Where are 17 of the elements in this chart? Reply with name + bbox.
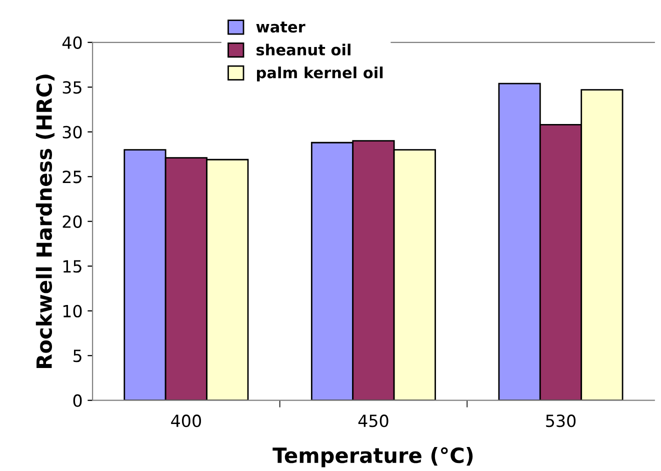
y-tick-label: 40	[62, 36, 82, 49]
y-tick-label: 20	[62, 215, 82, 228]
x-tick-label: 530	[546, 414, 576, 428]
x-axis-title: Temperature (°C)	[272, 447, 473, 468]
y-tick-label: 0	[73, 394, 82, 407]
x-tick-label: 400	[171, 414, 201, 428]
y-tick-label: 15	[63, 260, 82, 273]
legend-label: palm kernel oil	[257, 66, 383, 82]
y-tick-label: 35	[62, 81, 82, 94]
y-tick-label: 5	[74, 350, 82, 362]
legend-label: sheanut oil	[256, 44, 350, 56]
x-tick-label: 450	[358, 414, 388, 428]
y-tick-label: 25	[62, 170, 82, 184]
legend-label: water	[256, 22, 306, 33]
y-tick-label: 10	[63, 304, 82, 318]
y-tick-label: 30	[62, 126, 82, 138]
y-axis-title: Rockwell Hardness (HRC)	[36, 74, 54, 368]
